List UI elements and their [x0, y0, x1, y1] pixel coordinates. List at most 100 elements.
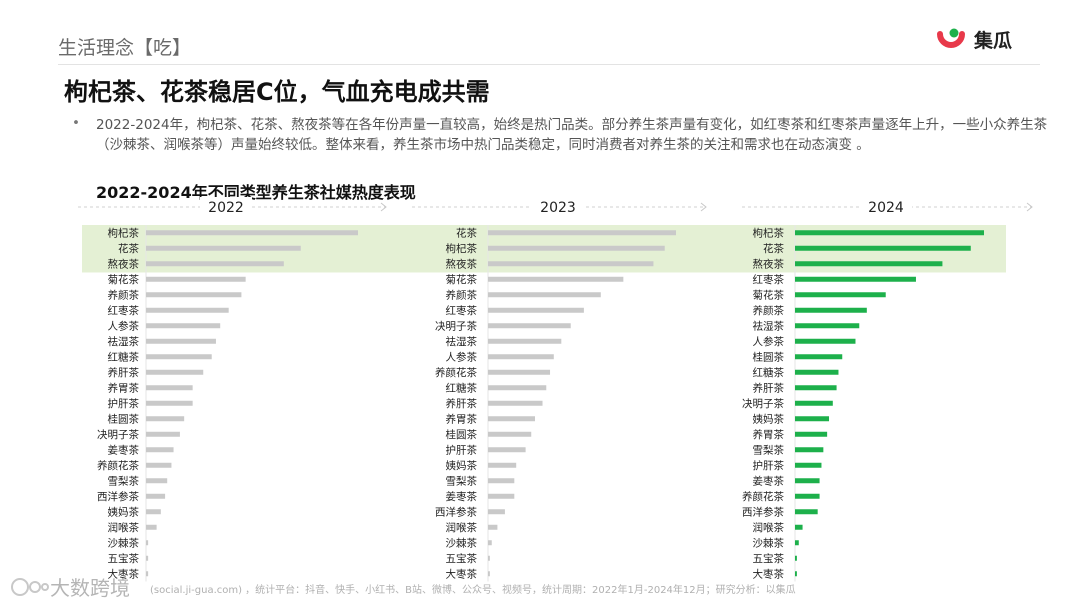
bar-2024: [795, 447, 824, 453]
bar-2022: [146, 292, 242, 298]
bar-2024: [795, 245, 971, 251]
bar-2024: [795, 478, 820, 484]
category-label: 决明子茶: [742, 397, 784, 410]
footer-source: (social.ji-gua.com) ，统计平台：抖音、快手、小红书、B站、微…: [150, 585, 796, 596]
category-label: 西洋参茶: [435, 506, 477, 519]
bar-2023: [488, 431, 532, 437]
category-label: 润喉茶: [108, 521, 140, 534]
bar-2023: [488, 540, 492, 546]
bar-2022: [146, 230, 358, 236]
category-label: 姨妈茶: [753, 413, 785, 426]
bar-2022: [146, 447, 174, 453]
bar-2024: [795, 555, 797, 561]
bar-2023: [488, 447, 526, 453]
bar-2022: [146, 540, 149, 546]
category-label: 祛湿茶: [753, 320, 785, 333]
brand-logo[interactable]: 集瓜: [934, 22, 1012, 56]
category-label: 枸杞茶: [446, 242, 478, 255]
category-label: 大枣茶: [753, 568, 785, 581]
axis-arrow-icon: [700, 202, 707, 212]
category-label: 护肝茶: [753, 459, 785, 472]
category-label: 养胃茶: [753, 428, 785, 441]
bar-2024: [795, 493, 820, 499]
bar-2023: [488, 354, 554, 360]
category-label: 姜枣茶: [446, 490, 478, 503]
category-label: 养颜花茶: [742, 490, 784, 503]
bar-2022: [146, 431, 180, 437]
category-label: 决明子茶: [97, 428, 139, 441]
bar-2024: [795, 230, 984, 236]
category-label: 护肝茶: [108, 397, 140, 410]
category-label: 决明子茶: [435, 320, 477, 333]
bar-2024: [795, 416, 830, 422]
year-label-2023: 2023: [540, 200, 576, 216]
year-label-bg: [200, 197, 252, 217]
category-label: 润喉茶: [446, 521, 478, 534]
category-label: 雪梨茶: [108, 475, 140, 488]
category-label: 人参茶: [753, 335, 785, 348]
category-label: 养肝茶: [108, 366, 140, 379]
bar-2023: [488, 338, 562, 344]
bar-2023: [488, 292, 601, 298]
category-label: 润喉茶: [753, 521, 785, 534]
bar-2023: [488, 261, 654, 267]
year-label-2024: 2024: [868, 200, 904, 216]
bar-2023: [488, 245, 665, 251]
category-label: 护肝茶: [446, 444, 478, 457]
category-label: 养胃茶: [446, 413, 478, 426]
bar-2023: [488, 307, 584, 313]
category-label: 花茶: [763, 242, 784, 255]
bar-2024: [795, 292, 886, 298]
bar-2022: [146, 524, 157, 530]
year-label-bg: [860, 197, 912, 217]
category-label: 红糖茶: [753, 366, 785, 379]
category-label: 熬夜茶: [753, 258, 785, 271]
category-label: 桂圆茶: [753, 351, 785, 364]
bar-2024: [795, 307, 867, 313]
bar-2024: [795, 276, 916, 282]
category-label: 枸杞茶: [108, 227, 140, 240]
category-label: 花茶: [456, 227, 477, 240]
bar-2022: [146, 354, 212, 360]
bar-2022: [146, 416, 185, 422]
category-label: 雪梨茶: [446, 475, 478, 488]
category-label: 红枣茶: [753, 273, 785, 286]
category-label: 五宝茶: [108, 552, 140, 565]
category-label: 雪梨茶: [753, 444, 785, 457]
category-label: 养颜花茶: [435, 366, 477, 379]
bar-2023: [488, 555, 490, 561]
logo-text: 集瓜: [974, 29, 1013, 52]
category-label: 养颜茶: [753, 304, 785, 317]
bar-2022: [146, 307, 229, 313]
category-label: 枸杞茶: [753, 227, 785, 240]
bar-2024: [795, 540, 799, 546]
jigua-logo-icon: [937, 28, 965, 48]
category-label: 大枣茶: [108, 568, 140, 581]
category-label: 养肝茶: [753, 382, 785, 395]
category-label: 姨妈茶: [446, 459, 478, 472]
category-label: 五宝茶: [446, 552, 478, 565]
footer-watermark: 大数跨境: [10, 572, 130, 601]
axis-arrow-icon: [1026, 202, 1033, 212]
watermark-icon: [11, 577, 49, 596]
description-text: 2022-2024年，枸杞茶、花茶、熬夜茶等在各年份声量一直较高，始终是热门品类…: [96, 117, 1048, 153]
bar-2022: [146, 509, 161, 515]
category-label: 大枣茶: [446, 568, 478, 581]
bar-2024: [795, 571, 797, 577]
category-label: 祛湿茶: [108, 335, 140, 348]
bar-2022: [146, 245, 301, 251]
bar-2024: [795, 354, 843, 360]
axis-arrow-icon: [380, 202, 387, 212]
bar-2024: [795, 261, 943, 267]
category-label: 人参茶: [446, 351, 478, 364]
category-label: 桂圆茶: [446, 428, 478, 441]
header-divider: [58, 64, 1040, 65]
category-label: 熬夜茶: [446, 258, 478, 271]
section-title: 生活理念【吃】: [58, 37, 192, 59]
bar-2022: [146, 555, 149, 561]
bar-2023: [488, 493, 515, 499]
page-title: 枸杞茶、花茶稳居C位，气血充电成共需: [64, 78, 490, 106]
bar-2024: [795, 431, 828, 437]
category-label: 养肝茶: [446, 397, 478, 410]
category-label: 沙棘茶: [446, 537, 478, 550]
